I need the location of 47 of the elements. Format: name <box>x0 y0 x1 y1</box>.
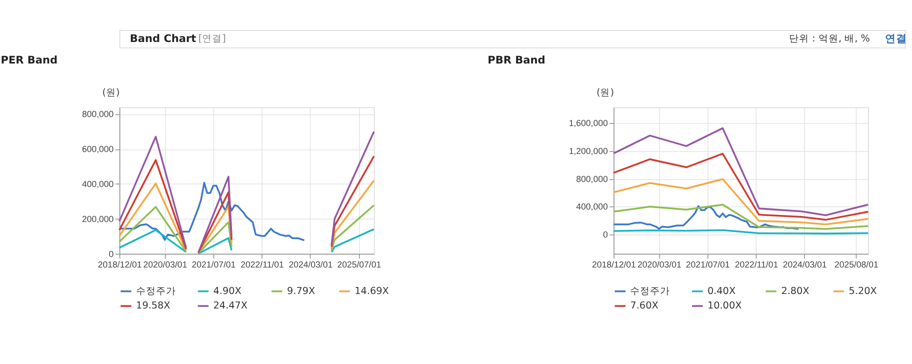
text: [연결] <box>198 33 226 44</box>
x-tick-label: 2024/03/01 <box>288 259 333 270</box>
legend-label: 19.58X <box>136 300 171 312</box>
text: 단위 : 억원, 배, % <box>789 33 870 44</box>
x-tick-label: 2024/03/01 <box>782 259 827 270</box>
y-tick-label: 0 <box>602 229 608 240</box>
y-tick-label: 400,000 <box>576 202 608 212</box>
legend-label: 9.79X <box>287 286 316 297</box>
y-tick-label: 800,000 <box>576 174 608 184</box>
legend-label: 0.40X <box>707 286 736 297</box>
legend-label: 24.47X <box>213 300 248 312</box>
x-tick-label: 2025/08/01 <box>834 259 878 270</box>
y-tick-label: 600,000 <box>82 144 114 154</box>
y-axis-title: (원) <box>596 87 614 98</box>
text: PER Band <box>0 54 58 66</box>
legend-label: 14.69X <box>354 286 390 297</box>
y-tick-label: 1,600,000 <box>568 118 608 128</box>
legend-label: 2.80X <box>781 286 810 297</box>
x-tick-label: 2018/12/01 <box>592 259 636 270</box>
legend-label: 수정주가 <box>630 286 670 297</box>
y-tick-label: 1,200,000 <box>568 146 608 156</box>
x-tick-label: 2022/11/01 <box>734 259 778 270</box>
line-series <box>612 152 869 221</box>
x-tick-label: 2021/07/01 <box>192 259 236 270</box>
line-series <box>612 204 869 230</box>
text: 연결 <box>885 33 908 46</box>
legend-label: 5.20X <box>848 286 878 297</box>
x-tick-label: 2022/11/01 <box>240 259 284 270</box>
line-series <box>612 178 869 226</box>
line-series <box>612 205 800 230</box>
x-tick-label: 2025/07/01 <box>337 259 382 270</box>
legend-label: 수정주가 <box>136 286 176 297</box>
y-tick-label: 800,000 <box>82 109 114 120</box>
legend-label: 4.90X <box>213 286 242 297</box>
x-tick-label: 2018/12/01 <box>98 259 142 270</box>
legend-label: 7.60X <box>630 300 659 312</box>
y-tick-label: 200,000 <box>82 214 114 224</box>
x-tick-label: 2020/03/01 <box>637 259 682 270</box>
x-tick-label: 2020/03/01 <box>143 259 188 270</box>
legend-label: 10.00X <box>707 300 742 312</box>
line-series <box>612 127 869 216</box>
y-tick-label: 400,000 <box>82 179 114 190</box>
text: PBR Band <box>488 54 546 66</box>
text: Band Chart <box>130 33 196 46</box>
y-axis-title: (원) <box>102 87 120 98</box>
y-tick-label: 0 <box>108 248 114 259</box>
x-tick-label: 2021/07/01 <box>686 259 730 270</box>
